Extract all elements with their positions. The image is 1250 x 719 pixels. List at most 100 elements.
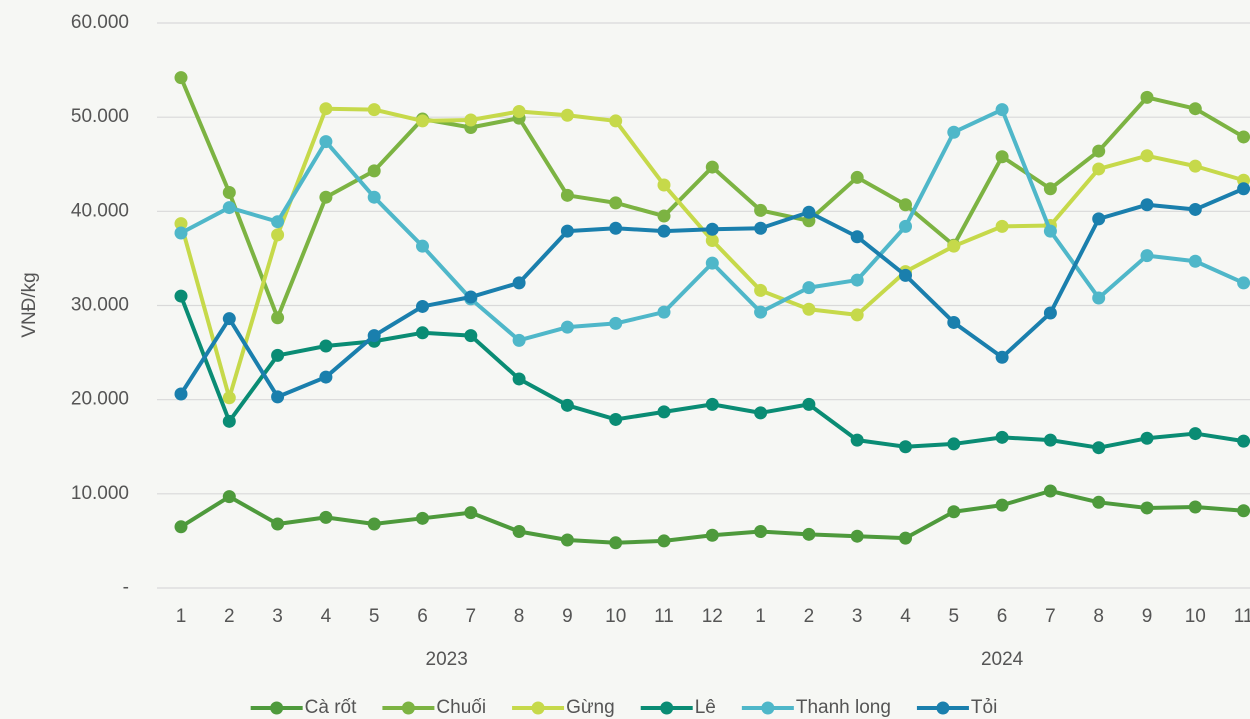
data-point: [1044, 225, 1057, 238]
data-point: [754, 525, 767, 538]
x-group-label: 2023: [426, 649, 468, 670]
y-tick-label: 40.000: [71, 200, 129, 221]
data-point: [802, 528, 815, 541]
data-point: [1092, 291, 1105, 304]
data-point: [1189, 501, 1202, 514]
x-tick-label: 9: [1142, 606, 1153, 627]
data-point: [368, 103, 381, 116]
data-point: [754, 406, 767, 419]
legend-label: Gừng: [566, 697, 615, 718]
x-tick-label: 6: [417, 606, 428, 627]
legend-label: Lê: [695, 697, 716, 718]
x-tick-label: 11: [654, 606, 674, 627]
data-point: [561, 189, 574, 202]
data-point: [899, 198, 912, 211]
data-point: [947, 126, 960, 139]
y-tick-label: 10.000: [71, 483, 129, 504]
legend-marker: [936, 702, 949, 715]
x-tick-label: 6: [997, 606, 1008, 627]
data-point: [851, 171, 864, 184]
x-tick-label: 12: [702, 606, 723, 627]
data-point: [754, 222, 767, 235]
data-point: [706, 234, 719, 247]
data-point: [368, 517, 381, 530]
data-point: [1237, 435, 1250, 448]
data-point: [513, 105, 526, 118]
data-point: [319, 135, 332, 148]
data-point: [947, 316, 960, 329]
y-tick-label: 60.000: [71, 12, 129, 33]
x-tick-label: 1: [176, 606, 187, 627]
x-tick-label: 4: [900, 606, 911, 627]
data-point: [1237, 504, 1250, 517]
data-point: [368, 329, 381, 342]
data-point: [658, 306, 671, 319]
data-point: [609, 196, 622, 209]
data-point: [996, 150, 1009, 163]
data-point: [609, 114, 622, 127]
data-point: [368, 191, 381, 204]
data-point: [1141, 501, 1154, 514]
data-point: [175, 520, 188, 533]
data-point: [996, 351, 1009, 364]
data-point: [175, 290, 188, 303]
chart: VNĐ/kg -10.00020.00030.00040.00050.00060…: [0, 0, 1250, 719]
data-point: [706, 223, 719, 236]
data-point: [271, 228, 284, 241]
data-point: [319, 102, 332, 115]
x-tick-label: 7: [466, 606, 477, 627]
data-point: [706, 529, 719, 542]
data-point: [609, 536, 622, 549]
x-tick-label: 2: [804, 606, 815, 627]
data-point: [996, 499, 1009, 512]
data-point: [802, 281, 815, 294]
x-tick-label: 1: [755, 606, 766, 627]
data-point: [464, 506, 477, 519]
data-point: [851, 434, 864, 447]
data-point: [416, 300, 429, 313]
x-tick-label: 8: [1093, 606, 1104, 627]
data-point: [223, 391, 236, 404]
data-point: [1237, 182, 1250, 195]
data-point: [416, 240, 429, 253]
data-point: [513, 334, 526, 347]
x-tick-label: 10: [605, 606, 626, 627]
data-point: [223, 490, 236, 503]
x-tick-label: 4: [321, 606, 332, 627]
data-point: [802, 303, 815, 316]
data-point: [319, 371, 332, 384]
x-tick-label: 5: [949, 606, 960, 627]
legend-marker: [761, 702, 774, 715]
data-point: [464, 291, 477, 304]
data-point: [706, 398, 719, 411]
data-point: [561, 533, 574, 546]
legend-label: Tỏi: [971, 697, 997, 718]
data-point: [1044, 182, 1057, 195]
data-point: [1092, 212, 1105, 225]
data-point: [609, 222, 622, 235]
data-point: [175, 71, 188, 84]
data-point: [1092, 145, 1105, 158]
data-point: [416, 326, 429, 339]
data-point: [561, 109, 574, 122]
data-point: [609, 413, 622, 426]
data-point: [1189, 203, 1202, 216]
data-point: [271, 311, 284, 324]
x-tick-label: 10: [1185, 606, 1206, 627]
data-point: [271, 215, 284, 228]
data-point: [899, 440, 912, 453]
data-point: [223, 201, 236, 214]
x-tick-label: 7: [1045, 606, 1056, 627]
data-point: [1237, 276, 1250, 289]
data-point: [416, 114, 429, 127]
data-point: [319, 511, 332, 524]
data-point: [271, 349, 284, 362]
x-tick-label: 3: [272, 606, 283, 627]
y-tick-label: 20.000: [71, 389, 129, 410]
y-tick-label: 30.000: [71, 295, 129, 316]
legend-marker: [532, 702, 545, 715]
data-point: [658, 225, 671, 238]
data-point: [802, 206, 815, 219]
data-point: [1044, 307, 1057, 320]
data-point: [1044, 485, 1057, 498]
